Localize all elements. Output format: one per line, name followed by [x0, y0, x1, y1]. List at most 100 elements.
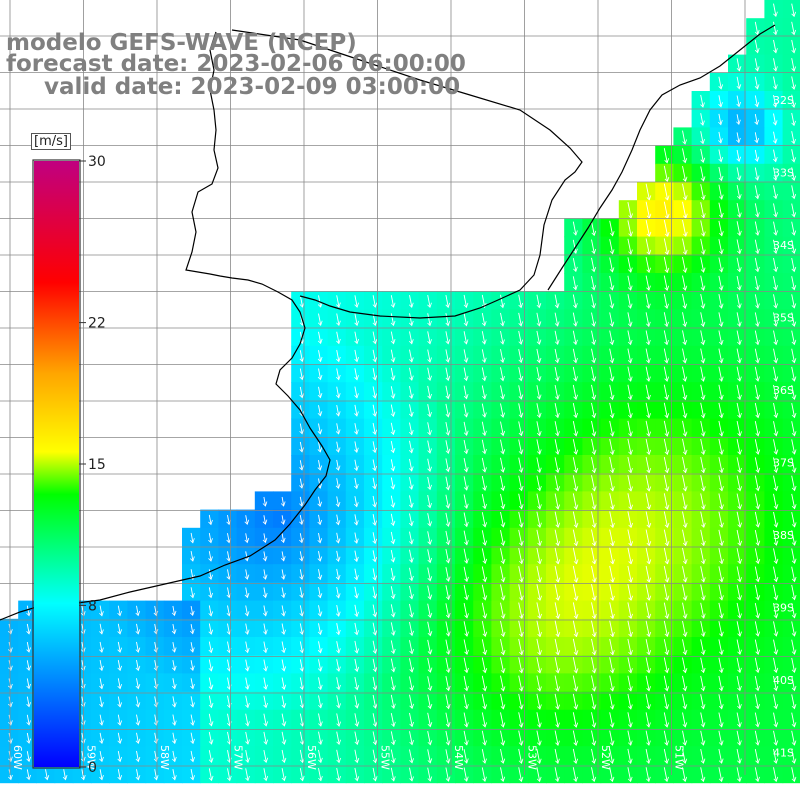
- wind-arrow-head: [791, 11, 797, 18]
- wind-cell: [163, 673, 183, 693]
- wind-arrow-head: [354, 393, 359, 399]
- wind-arrow-head: [682, 249, 688, 256]
- wind-arrow: [263, 713, 267, 726]
- wind-cell: [709, 400, 729, 420]
- wind-cell: [709, 564, 729, 583]
- wind-arrow-head: [244, 611, 250, 617]
- wind-cell: [382, 582, 401, 602]
- wind-arrow-head: [773, 175, 778, 181]
- wind-arrow-head: [299, 447, 304, 453]
- wind-arrow-head: [664, 758, 669, 764]
- wind-cell: [400, 491, 420, 511]
- wind-arrow-head: [573, 522, 579, 529]
- wind-arrow: [645, 456, 650, 473]
- wind-arrow-head: [591, 559, 597, 565]
- wind-arrow-head: [464, 685, 469, 692]
- wind-arrow-head: [336, 338, 341, 345]
- wind-arrow-head: [573, 686, 579, 692]
- wind-cell: [746, 54, 765, 74]
- wind-cell: [473, 491, 492, 511]
- wind-arrow: [609, 748, 613, 763]
- wind-cell: [473, 618, 492, 638]
- wind-cell: [491, 364, 511, 383]
- wind-cell: [782, 254, 800, 274]
- wind-cell: [746, 182, 765, 201]
- wind-cell: [691, 364, 711, 383]
- wind-arrow-head: [427, 649, 433, 655]
- wind-arrow: [500, 312, 504, 326]
- wind-arrow-head: [736, 84, 742, 90]
- wind-cell: [746, 18, 765, 37]
- wind-arrow: [572, 675, 577, 691]
- wind-arrow: [463, 730, 468, 745]
- wind-arrow: [754, 439, 759, 454]
- wind-arrow: [336, 459, 339, 470]
- wind-arrow-head: [536, 303, 542, 309]
- wind-arrow: [609, 294, 613, 308]
- wind-arrow: [773, 730, 777, 745]
- wind-arrow-head: [773, 485, 779, 492]
- wind-arrow: [791, 185, 795, 199]
- wind-arrow-head: [482, 667, 488, 674]
- wind-arrow: [354, 604, 358, 616]
- wind-arrow: [481, 675, 486, 691]
- wind-cell: [709, 455, 729, 474]
- wind-arrow: [773, 203, 777, 217]
- wind-arrow-head: [646, 339, 651, 346]
- wind-cell: [509, 764, 529, 784]
- wind-arrow: [609, 312, 613, 326]
- wind-arrow: [609, 402, 614, 418]
- wind-arrow: [627, 438, 632, 454]
- wind-arrow: [227, 731, 231, 744]
- wind-arrow-head: [445, 539, 451, 546]
- wind-arrow: [390, 531, 394, 544]
- wind-arrow-head: [190, 647, 195, 653]
- wind-arrow: [645, 475, 650, 491]
- wind-cell: [764, 145, 784, 165]
- wind-arrow: [754, 348, 759, 363]
- wind-arrow-head: [664, 413, 670, 419]
- wind-cell: [564, 673, 583, 693]
- wind-cell: [582, 564, 602, 583]
- wind-arrow: [481, 639, 486, 655]
- wind-arrow: [682, 420, 686, 436]
- wind-cell: [491, 327, 511, 347]
- wind-arrow: [754, 730, 759, 745]
- wind-cell: [127, 655, 147, 674]
- wind-cell: [673, 546, 693, 565]
- wind-arrow-head: [791, 120, 796, 127]
- wind-arrow: [117, 605, 121, 616]
- wind-arrow: [336, 295, 340, 307]
- wind-arrow: [154, 623, 157, 634]
- wind-arrow-head: [171, 647, 177, 653]
- wind-cell: [327, 564, 347, 583]
- wind-arrow: [682, 438, 687, 454]
- wind-cell: [473, 582, 492, 602]
- wind-arrow: [663, 275, 668, 290]
- wind-cell: [728, 546, 747, 565]
- wind-cell: [564, 509, 583, 529]
- wind-cell: [582, 254, 602, 274]
- wind-cell: [655, 455, 674, 474]
- wind-cell: [728, 127, 747, 147]
- wind-arrow-head: [372, 393, 378, 399]
- wind-arrow-head: [610, 468, 615, 474]
- wind-cell: [709, 509, 729, 529]
- wind-arrow-head: [682, 449, 688, 456]
- wind-arrow: [718, 76, 722, 89]
- wind-arrow: [754, 694, 759, 709]
- wind-cell: [309, 327, 329, 347]
- wind-arrow-head: [336, 757, 341, 764]
- wind-arrow-head: [317, 684, 323, 691]
- wind-arrow-head: [755, 431, 761, 437]
- wind-arrow: [463, 385, 468, 399]
- wind-arrow: [26, 714, 30, 725]
- wind-arrow: [336, 623, 340, 635]
- wind-arrow: [554, 312, 559, 326]
- wind-cell: [0, 637, 19, 656]
- wind-cell: [764, 509, 784, 529]
- wind-cell: [327, 509, 347, 529]
- wind-cell: [618, 327, 638, 347]
- wind-arrow: [481, 657, 486, 673]
- wind-cell: [382, 637, 401, 656]
